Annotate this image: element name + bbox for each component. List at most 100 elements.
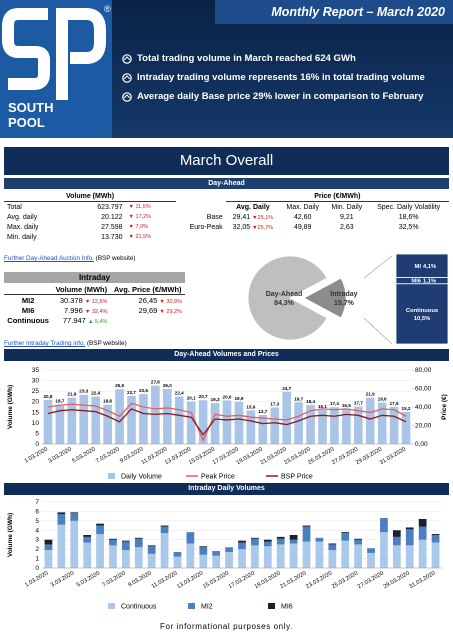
data-label: 25,9 <box>115 383 124 388</box>
data-label: 27,6 <box>151 380 160 385</box>
column-segment <box>395 283 449 345</box>
bar-segment <box>109 545 117 568</box>
bar-segment <box>328 544 337 551</box>
icon <box>122 53 132 64</box>
cell: Min. daily <box>7 233 37 241</box>
tick-label: 6 <box>35 508 39 515</box>
bar <box>342 409 351 444</box>
data-label: 16,1 <box>318 404 327 409</box>
bar-segment <box>83 536 92 543</box>
x-tick-label: 1.03.2020 <box>24 571 49 589</box>
change: ▼ 29,2% <box>159 308 182 315</box>
bar-segment <box>134 538 143 548</box>
tick-label: 0 <box>35 441 39 448</box>
slice-value: 15,7% <box>334 300 355 307</box>
bullet-text: Average daily Base price 29% lower in co… <box>137 91 424 102</box>
tick-label: 3 <box>35 537 39 544</box>
legend-swatch <box>268 603 275 609</box>
column-header: Avg. Price (€/MWh) <box>113 284 182 294</box>
x-tick-label: 29.03.2020 <box>383 571 411 591</box>
data-label: 21,9 <box>366 392 375 397</box>
bar-segment <box>263 541 272 547</box>
bar-segment <box>418 518 427 527</box>
bar-segment <box>212 555 221 568</box>
bar-segment <box>134 537 143 539</box>
x-tick-label: 19.03.2020 <box>236 447 264 467</box>
data-label: 17,4 <box>330 401 339 406</box>
bar <box>139 394 148 444</box>
price-table: Price (€/MWh) Avg. Daily Max. Daily Min. D… <box>180 191 449 232</box>
bar-segment <box>186 532 195 544</box>
tick-label: 60,00 <box>415 386 432 393</box>
logo-text: SOUTH <box>8 100 54 115</box>
column-header: Volume (MWh) <box>55 284 108 294</box>
bar-segment <box>57 524 66 568</box>
line <box>47 408 407 436</box>
bar <box>234 401 244 444</box>
logo-p <box>56 8 106 100</box>
cell: 32,5% <box>398 223 419 231</box>
bar-segment <box>251 537 259 539</box>
bar <box>377 402 387 444</box>
bar-segment <box>276 538 285 545</box>
x-tick-label: 17.03.2020 <box>212 447 240 467</box>
bar-segment <box>263 546 272 568</box>
cell: 7.996 <box>64 305 83 315</box>
tick-label: 80,00 <box>415 367 432 374</box>
data-label: 17,7 <box>354 401 363 406</box>
bar-segment <box>122 550 130 568</box>
bar-segment <box>263 539 272 542</box>
legend-label: MI6 <box>281 604 293 611</box>
link[interactable]: Further Day-Ahead Auction Info. <box>4 255 94 262</box>
intraday-table: Volume (MWh) Avg. Price (€/MWh) MI2 30.378… <box>4 284 185 325</box>
bar-segment <box>199 546 208 548</box>
report-title: Monthly Report – March 2020 <box>271 5 445 19</box>
bar-segment <box>173 551 182 557</box>
day-ahead-chart: 0 5 10 15 20 25 30 35 0,00 20,00 40,00 60,00 80,00 20… <box>7 367 448 481</box>
bar <box>389 406 399 444</box>
bar-segment <box>418 526 427 540</box>
data-label: 18,7 <box>55 398 64 403</box>
bar-segment <box>392 536 401 546</box>
bar <box>401 411 411 444</box>
cell: Base <box>206 213 223 221</box>
bullet-text: Intraday trading volume represents 16% i… <box>137 72 425 83</box>
bar-segment <box>44 544 53 551</box>
column-segment <box>395 253 449 278</box>
tick-label: 10 <box>32 420 40 427</box>
legend-swatch <box>188 603 195 609</box>
bar-segment <box>147 546 156 554</box>
bar-segment <box>96 525 104 535</box>
data-label: 16,5 <box>342 403 351 408</box>
cell: Max. daily <box>7 223 39 231</box>
bar-segment <box>57 512 66 515</box>
data-label: 19,6 <box>378 397 387 402</box>
link[interactable]: Further Intraday Trading info. <box>4 340 86 347</box>
change: ▲ 5,4% <box>87 318 108 325</box>
cell: 2,63 <box>339 223 354 231</box>
x-tick-label: 27.03.2020 <box>331 447 359 467</box>
x-tick-label: 25.03.2020 <box>307 447 335 467</box>
bar-segment <box>276 544 285 568</box>
cell: 49,89 <box>293 223 312 231</box>
tick-label: 20,00 <box>415 423 432 430</box>
day-ahead-label: Day-Ahead <box>4 178 449 189</box>
bar-segment <box>238 542 246 550</box>
bullets: Total trading volume in March reached 62… <box>122 49 425 106</box>
bar-segment <box>289 543 298 568</box>
tick-label: 5 <box>35 518 39 525</box>
bar-segment <box>122 541 130 551</box>
data-label: 15,9 <box>246 404 255 409</box>
data-label: 17,6 <box>390 401 399 406</box>
link-line: Further Day-Ahead Auction Info. (BSP web… <box>4 255 136 262</box>
cell: 13.730 <box>101 233 123 241</box>
x-tick-label: 15.03.2020 <box>188 447 216 467</box>
bullet-text: Total trading volume in March reached 62… <box>137 53 356 64</box>
bar-segment <box>328 550 337 568</box>
cell: 18,6% <box>398 213 419 221</box>
header: ® SOUTH POOL Monthly Report – March 2020… <box>0 0 453 138</box>
bar <box>103 404 112 444</box>
bar-segment <box>199 554 208 568</box>
bar-segment <box>341 533 350 541</box>
data-label: 18,6 <box>103 399 112 404</box>
